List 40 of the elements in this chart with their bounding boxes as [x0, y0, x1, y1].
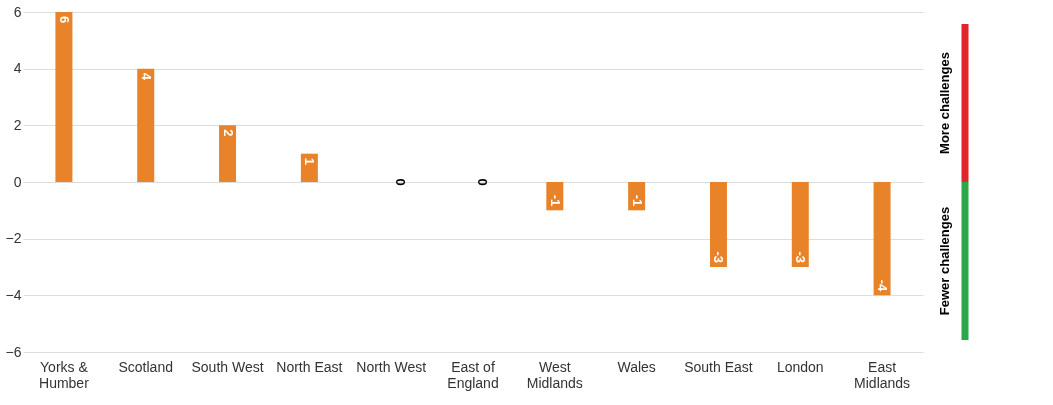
data-label: 4 — [138, 72, 154, 81]
data-label: -1 — [547, 194, 563, 207]
y-tick-label: 0 — [13, 173, 22, 190]
text: More challenges — [937, 52, 952, 154]
data-label: -3 — [793, 251, 809, 263]
data-label: -3 — [711, 251, 727, 263]
bar — [219, 125, 237, 182]
x-tick-label: London — [776, 358, 824, 375]
data-label: -1 — [629, 194, 645, 207]
y-tick-label: −2 — [5, 230, 22, 247]
data-label: 1 — [302, 157, 318, 165]
x-tick-label: South West — [191, 358, 264, 375]
x-tick-label: North East — [276, 358, 343, 375]
data-label: 0 — [475, 178, 490, 186]
bar — [55, 12, 73, 182]
data-label: 6 — [56, 16, 72, 24]
bar — [873, 182, 891, 296]
data-label: 2 — [220, 129, 236, 137]
bar — [791, 182, 809, 267]
x-tick-label: South East — [684, 358, 753, 375]
bar — [300, 153, 318, 182]
x-tick-label: Yorks & Humber — [39, 358, 90, 391]
bar — [628, 182, 646, 211]
x-tick-label: East Midlands — [854, 358, 911, 391]
y-tick-label: −6 — [5, 343, 22, 360]
bar — [137, 68, 155, 182]
x-tick-label: Scotland — [118, 358, 173, 375]
text: Fewer challenges — [937, 206, 952, 316]
y-tick-label: 2 — [13, 116, 22, 133]
x-tick-label: East of England — [447, 358, 499, 391]
bar — [546, 182, 564, 211]
x-tick-label: Wales — [617, 358, 656, 375]
y-tick-label: 4 — [13, 60, 22, 77]
x-tick-label: West Midlands — [526, 358, 583, 391]
x-tick-label: North West — [356, 358, 427, 375]
data-label: 0 — [393, 178, 409, 186]
y-tick-label: −4 — [5, 286, 22, 303]
y-tick-label: 6 — [13, 3, 22, 20]
data-label: -4 — [875, 279, 891, 293]
bar — [709, 182, 727, 267]
